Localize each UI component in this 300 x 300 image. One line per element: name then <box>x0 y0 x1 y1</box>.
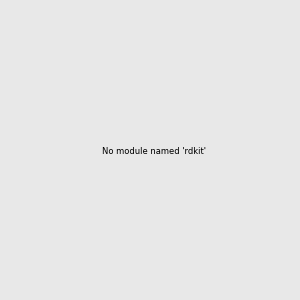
Text: No module named 'rdkit': No module named 'rdkit' <box>102 147 206 156</box>
